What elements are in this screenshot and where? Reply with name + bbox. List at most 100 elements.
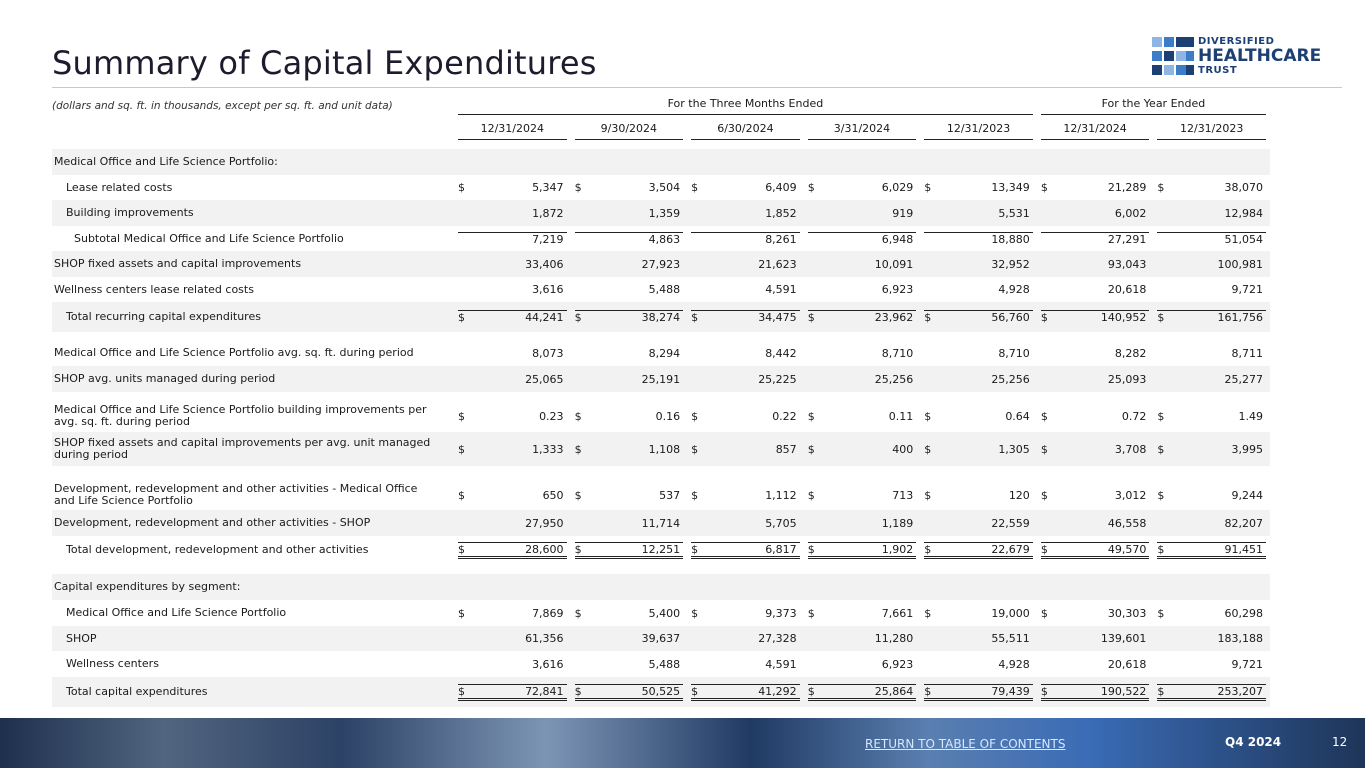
currency: $ (807, 311, 815, 324)
value-box: $3,012 (1041, 489, 1150, 502)
value-cell: $1,305 (920, 432, 1037, 466)
value: 34,475 (758, 311, 797, 324)
value-box: $0.64 (924, 410, 1033, 423)
currency: $ (1040, 488, 1048, 502)
value-cell: 55,511 (920, 626, 1037, 651)
currency: $ (924, 606, 932, 620)
value: 28,600 (525, 542, 564, 556)
table-row: Capital expenditures by segment: (52, 574, 1270, 600)
row-label: Medical Office and Life Science Portfoli… (66, 606, 287, 619)
column-cell: 12/31/2024 (454, 116, 571, 142)
column-cell: 3/31/2024 (804, 116, 921, 142)
currency: $ (924, 181, 932, 194)
value-cell: 9,721 (1153, 651, 1270, 677)
currency: $ (691, 684, 699, 698)
value-cell: 919 (803, 200, 921, 226)
column-cell: 6/30/2024 (687, 116, 804, 142)
value-cell: $41,292 (687, 677, 804, 707)
value-cell: 5,488 (571, 651, 688, 677)
value-box: 4,928 (924, 658, 1033, 671)
value-cell: $60,298 (1153, 600, 1270, 626)
value-box: 3,616 (458, 658, 567, 671)
value-box: $3,708 (1041, 443, 1150, 456)
value-cell: $140,952 (1036, 302, 1154, 332)
column-header: 3/31/2024 (807, 118, 917, 140)
column-cell: 12/31/2024 (1037, 116, 1154, 142)
value-box: 4,591 (691, 658, 800, 671)
value-cell: 6,923 (804, 277, 921, 302)
value: 9,721 (1231, 283, 1264, 296)
value-cell: $79,439 (920, 677, 1037, 707)
value-box: 33,406 (458, 258, 567, 271)
value-cell: $72,841 (454, 677, 571, 707)
value-box: 8,442 (691, 347, 800, 360)
value-cell: $6,029 (804, 175, 921, 200)
value: 72,841 (525, 684, 564, 698)
row-label: Wellness centers (66, 657, 159, 670)
currency: $ (1157, 606, 1165, 620)
value-box: 139,601 (1041, 632, 1150, 645)
value-cell: $23,962 (803, 302, 921, 332)
table-row: SHOP fixed assets and capital improvemen… (52, 432, 1270, 466)
currency: $ (691, 542, 699, 556)
value: 3,504 (648, 181, 681, 194)
currency: $ (458, 311, 465, 324)
value-box: 7,219 (458, 231, 567, 246)
currency: $ (574, 442, 582, 456)
value: 5,531 (998, 206, 1030, 220)
value-cell: 82,207 (1153, 510, 1270, 536)
value: 6,029 (881, 181, 914, 194)
value: 6,923 (881, 283, 914, 296)
table-row: Building improvements 1,872 1,359 1,852 919 5… (52, 200, 1270, 226)
value-cell: $253,207 (1153, 677, 1270, 707)
value: 1.49 (1238, 409, 1264, 423)
row-label: Subtotal Medical Office and Life Science… (74, 231, 344, 245)
value-box: 183,188 (1157, 632, 1266, 645)
value-box: $537 (575, 489, 684, 502)
value-box: 3,616 (458, 283, 567, 296)
currency: $ (458, 488, 465, 502)
value-cell: $713 (804, 480, 921, 510)
value-box: $0.11 (808, 410, 917, 423)
value-box: 25,225 (691, 373, 800, 386)
currency: $ (574, 542, 582, 556)
currency: $ (691, 442, 699, 456)
value: 50,525 (641, 684, 681, 698)
value: 25,864 (874, 684, 914, 698)
value: 10,091 (874, 257, 914, 271)
value: 4,591 (765, 657, 797, 671)
value-cell: $5,347 (454, 175, 571, 200)
currency: $ (807, 606, 815, 620)
value-cell: 4,928 (920, 651, 1037, 677)
value-cell: 93,043 (1036, 251, 1154, 277)
column-row: 12/31/2024 9/30/2024 6/30/2024 3/31/2024 12/… (52, 116, 1270, 142)
value-cell: 8,442 (687, 340, 804, 366)
value: 25,065 (525, 372, 564, 386)
value: 5,488 (648, 657, 681, 671)
value-cell: 25,225 (687, 366, 804, 392)
row-label: SHOP (52, 626, 454, 651)
value-box: 11,280 (808, 632, 917, 645)
value-box: 27,950 (458, 517, 567, 530)
value-cell: $1,108 (570, 432, 688, 466)
blank (454, 574, 1270, 600)
currency: $ (458, 542, 465, 556)
value: 7,869 (532, 606, 564, 620)
value-box: 8,711 (1157, 347, 1266, 360)
value-cell: 139,601 (1036, 626, 1154, 651)
page-number: 12 (1332, 735, 1348, 749)
value: 9,373 (765, 606, 797, 620)
value-cell: $34,475 (687, 302, 804, 332)
value-box: $38,274 (574, 310, 684, 324)
value-box: $7,869 (458, 607, 567, 620)
value: 3,616 (532, 283, 564, 296)
footer-band (0, 718, 1365, 768)
currency: $ (1040, 542, 1048, 556)
value-cell: 4,928 (920, 277, 1037, 302)
currency: $ (924, 311, 932, 324)
value-box: $6,817 (691, 541, 800, 559)
value-box: $5,347 (458, 181, 567, 194)
toc-link[interactable]: RETURN TO TABLE OF CONTENTS (865, 737, 1066, 751)
row-label: Development, redevelopment and other act… (52, 510, 454, 536)
value-box: 5,488 (575, 283, 684, 296)
